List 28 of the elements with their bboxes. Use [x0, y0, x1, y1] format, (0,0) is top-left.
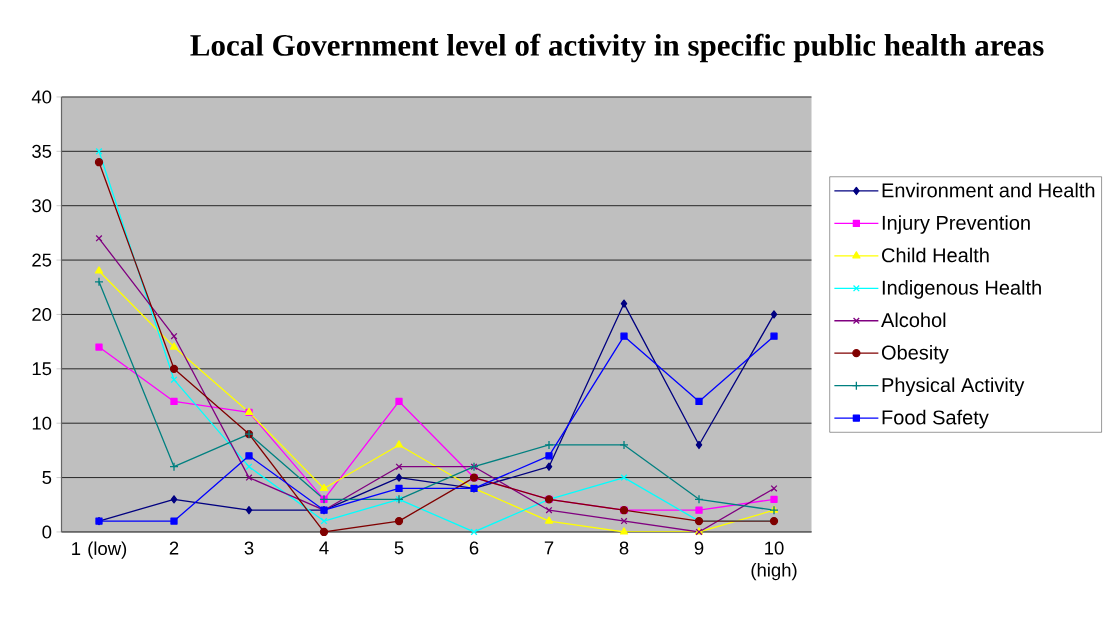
x-tick-label: 8 — [619, 541, 629, 555]
legend-label: Alcohol — [881, 312, 946, 328]
chart-title: Local Government level of activity in specific public health areas — [190, 33, 1044, 63]
y-tick-label: 5 — [42, 471, 52, 485]
y-tick-label: 35 — [32, 144, 52, 158]
y-tick-label: 40 — [31, 90, 52, 104]
x-tick-label: 6 — [469, 541, 479, 555]
legend-label: Injury Prevention — [882, 215, 1030, 234]
legend-label: Environment and Health — [882, 182, 1095, 198]
legend-label: Child Health — [882, 247, 989, 263]
legend-label: Obesity — [881, 344, 949, 364]
x-tick-label: 3 — [244, 541, 254, 555]
x-tick-label: 9 — [694, 541, 704, 555]
legend-label: Physical Activity — [882, 377, 1025, 397]
x-tick-label: 7 — [544, 541, 554, 555]
legend-label: Food Safety — [882, 409, 989, 429]
x-tick-label: 10 (high) — [751, 541, 797, 581]
y-tick-label: 20 — [32, 307, 52, 322]
y-tick-label: 10 — [32, 416, 52, 430]
x-tick-label: 5 — [394, 541, 404, 555]
y-tick-label: 15 — [32, 362, 52, 376]
legend-label: Indigenous Health — [882, 280, 1041, 299]
y-tick-label: 30 — [32, 199, 52, 213]
x-tick-label: 4 — [319, 541, 329, 555]
x-tick-label: 2 — [169, 541, 179, 555]
y-tick-label: 25 — [32, 253, 52, 267]
x-tick-label: 1 (low) — [72, 541, 127, 559]
y-tick-label: 0 — [42, 525, 52, 539]
